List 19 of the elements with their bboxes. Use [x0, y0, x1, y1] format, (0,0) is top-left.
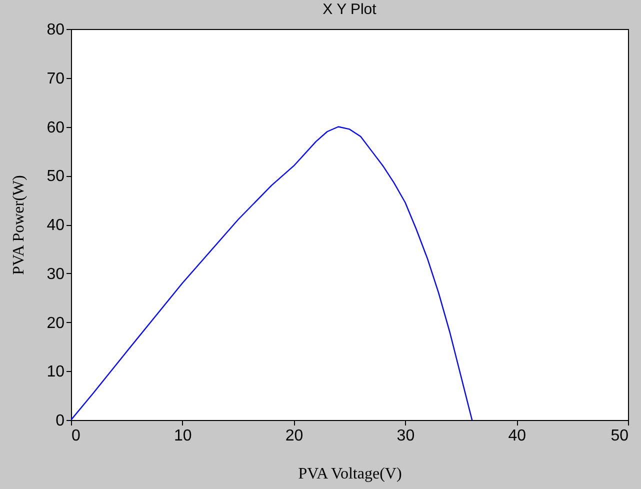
y-tick-label: 0: [56, 412, 65, 430]
x-tick-label: 40: [508, 428, 526, 444]
x-tick-label: 20: [285, 428, 304, 444]
y-tick-label: 80: [46, 22, 65, 38]
y-axis-title: PVA Power(W): [10, 175, 28, 275]
x-tick-label: 10: [174, 428, 192, 444]
y-tick-label: 70: [46, 70, 65, 88]
y-tick-label: 40: [46, 217, 65, 234]
x-tick-label: 30: [396, 428, 415, 444]
line-series: [71, 126, 473, 420]
y-tick-label: 50: [46, 168, 65, 186]
y-tick-label: 30: [46, 266, 65, 283]
y-tick-label: 10: [46, 364, 65, 381]
y-tick-label: 20: [46, 314, 65, 332]
x-tick-label: 0: [72, 428, 80, 444]
x-tick-label: 50: [610, 428, 629, 444]
x-axis-title: PVA Voltage(V): [298, 466, 402, 482]
chart-title: X Y Plot: [322, 1, 378, 18]
y-tick-label: 60: [46, 119, 65, 136]
